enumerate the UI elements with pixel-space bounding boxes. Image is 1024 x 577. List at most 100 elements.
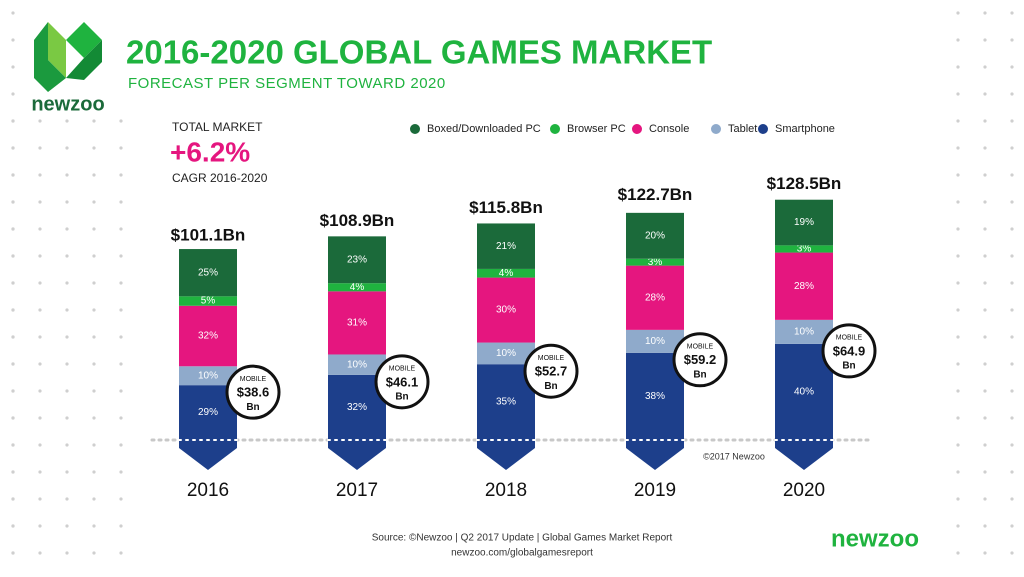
legend-swatch (711, 124, 721, 134)
chevron (775, 440, 833, 470)
total-label: $101.1Bn (171, 225, 246, 244)
mobile-value: $52.7 (535, 364, 568, 379)
bar-segment (626, 329, 684, 353)
bar-segment (328, 291, 386, 355)
bar-segment (179, 296, 237, 306)
value-label: 4% (499, 268, 514, 279)
bar-segment (775, 199, 833, 246)
bar-segment (626, 258, 684, 266)
mobile-bubble (821, 323, 877, 379)
source: Source: ©Newzoo | Q2 2017 Update | Globa… (372, 533, 673, 544)
chevron (477, 440, 535, 470)
logo-text: newzoo (31, 93, 104, 115)
subtitle: FORECAST PER SEGMENT TOWARD 2020 (128, 75, 446, 92)
url: newzoo.com/globalgamesreport (451, 548, 593, 559)
legend-swatch (632, 124, 642, 134)
mobile-bubble (523, 343, 579, 399)
mobile-bubble (672, 332, 728, 388)
value-label: 21% (496, 241, 516, 252)
x-tick-label: 2017 (336, 480, 378, 501)
value-label: 38% (645, 391, 665, 402)
legend-label: Smartphone (775, 123, 835, 135)
mobile-value: $46.1 (386, 374, 419, 389)
legend-label: Tablet (728, 123, 757, 135)
kpi-note: CAGR 2016-2020 (172, 171, 268, 185)
legend-label: Browser PC (567, 123, 626, 135)
mobile-unit: Bn (544, 381, 557, 392)
bar-segment (179, 305, 237, 367)
value-label: 25% (198, 267, 218, 278)
bar-segment (328, 283, 386, 292)
total-label: $122.7Bn (618, 185, 693, 204)
total-label: $115.8Bn (469, 198, 543, 217)
mobile-value: $59.2 (684, 352, 717, 367)
bar-segment (477, 223, 535, 269)
mobile-label: MOBILE (687, 344, 714, 351)
chevron (626, 440, 684, 470)
value-label: 10% (198, 370, 218, 381)
value-label: 28% (645, 292, 665, 303)
mobile-value: $64.9 (833, 343, 866, 358)
bar-segment (775, 319, 833, 344)
copyright: ©2017 Newzoo (703, 451, 765, 461)
value-label: 3% (797, 244, 812, 255)
value-label: 29% (198, 407, 218, 418)
total-label: $108.9Bn (320, 211, 395, 230)
legend-label: Boxed/Downloaded PC (427, 123, 541, 135)
value-label: 31% (347, 318, 367, 329)
mobile-label: MOBILE (538, 355, 565, 362)
mobile-unit: Bn (246, 402, 259, 413)
bar-segment (626, 265, 684, 330)
legend-label: Console (649, 123, 689, 135)
x-tick-label: 2018 (485, 480, 527, 501)
bar-segment (477, 277, 535, 343)
value-label: 32% (347, 402, 367, 413)
title: 2016-2020 GLOBAL GAMES MARKET (126, 34, 712, 71)
mobile-bubble (374, 354, 430, 410)
bar-segment (477, 342, 535, 365)
chevron (179, 440, 237, 470)
x-tick-label: 2016 (187, 480, 229, 501)
value-label: 10% (347, 359, 367, 370)
dot-pattern (0, 110, 130, 577)
value-label: 40% (794, 387, 814, 398)
value-label: 32% (198, 331, 218, 342)
footer-logo: newzoo (831, 525, 919, 552)
value-label: 10% (794, 327, 814, 338)
x-tick-label: 2020 (783, 480, 825, 501)
legend-swatch (550, 124, 560, 134)
bar-segment (328, 354, 386, 375)
mobile-value: $38.6 (237, 385, 270, 400)
value-label: 23% (347, 254, 367, 265)
mobile-label: MOBILE (240, 376, 267, 383)
value-label: 10% (645, 336, 665, 347)
bar-segment (775, 252, 833, 320)
bar-segment (179, 249, 237, 297)
kpi-label: TOTAL MARKET (172, 120, 263, 134)
bar-segment (775, 245, 833, 253)
bar-segment (477, 268, 535, 278)
value-label: 20% (645, 230, 665, 241)
bar-segment (328, 236, 386, 284)
value-label: 5% (201, 296, 216, 307)
value-label: 19% (794, 217, 814, 228)
value-label: 4% (350, 282, 365, 293)
chevron (328, 440, 386, 470)
mobile-unit: Bn (395, 391, 408, 402)
dot-pattern (940, 0, 1024, 577)
mobile-label: MOBILE (389, 366, 416, 373)
mobile-label: MOBILE (836, 335, 863, 342)
value-label: 28% (794, 281, 814, 292)
legend-swatch (758, 124, 768, 134)
mobile-unit: Bn (693, 369, 706, 380)
legend-swatch (410, 124, 420, 134)
value-label: 35% (496, 397, 516, 408)
mobile-unit: Bn (842, 361, 855, 372)
value-label: 10% (496, 348, 516, 359)
mobile-bubble (225, 364, 281, 420)
x-tick-label: 2019 (634, 480, 676, 501)
bar-segment (626, 212, 684, 259)
value-label: 3% (648, 257, 663, 268)
value-label: 30% (496, 305, 516, 316)
